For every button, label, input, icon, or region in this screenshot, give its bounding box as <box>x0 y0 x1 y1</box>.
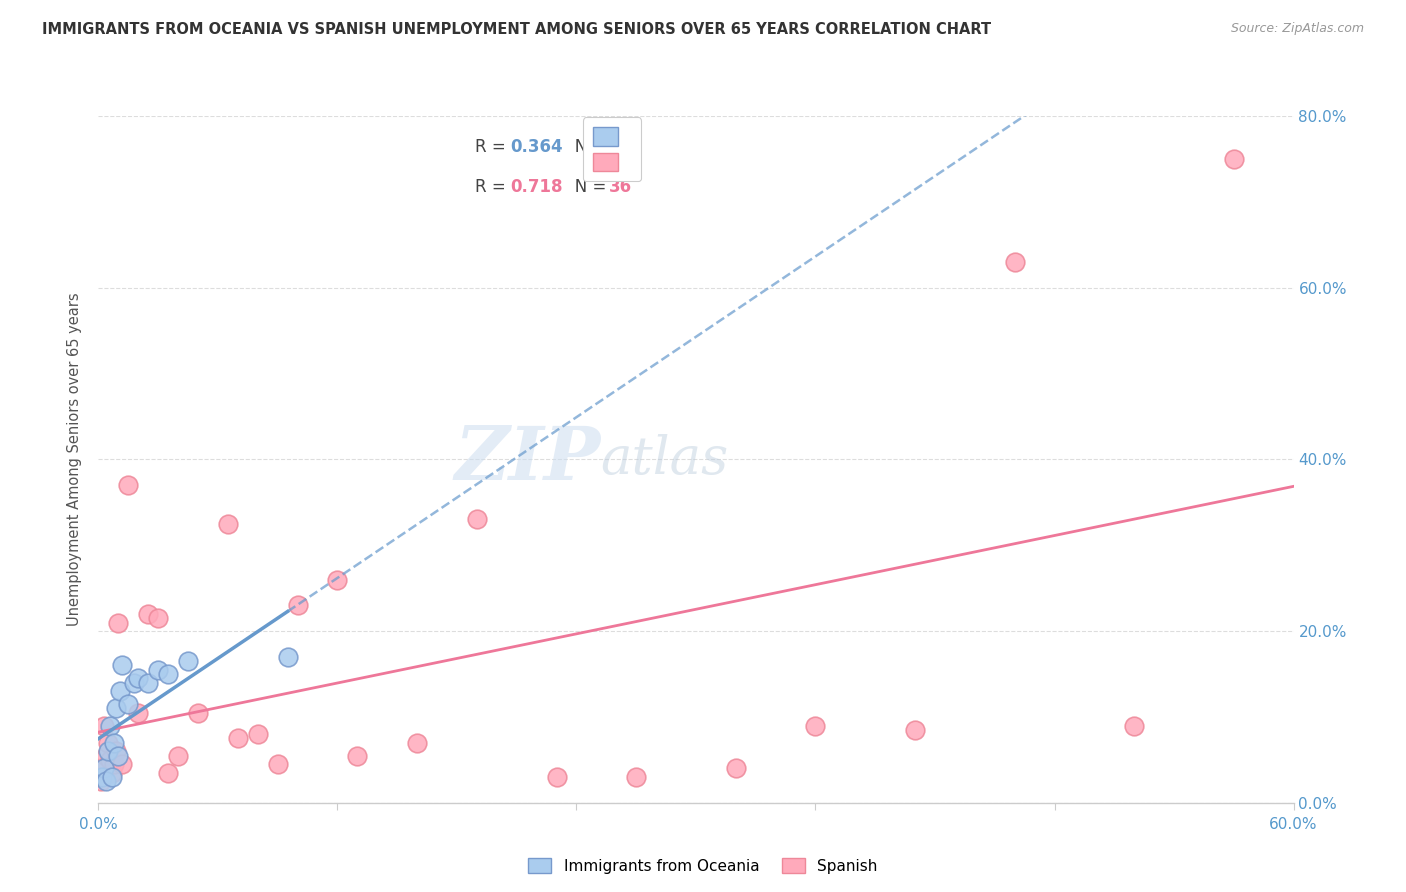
Point <box>157 667 180 681</box>
Point <box>157 765 180 780</box>
Point <box>267 757 290 772</box>
Text: IMMIGRANTS FROM OCEANIA VS SPANISH UNEMPLOYMENT AMONG SENIORS OVER 65 YEARS CORR: IMMIGRANTS FROM OCEANIA VS SPANISH UNEMP… <box>42 22 991 37</box>
Text: R =: R = <box>475 178 510 195</box>
Point <box>136 607 159 621</box>
Point <box>127 671 149 685</box>
Text: 0.364: 0.364 <box>510 138 564 156</box>
Legend: Immigrants from Oceania, Spanish: Immigrants from Oceania, Spanish <box>522 852 884 880</box>
Point <box>89 770 111 784</box>
Point <box>326 573 349 587</box>
Point <box>406 736 429 750</box>
Point <box>246 727 269 741</box>
Point <box>111 757 134 772</box>
Point <box>117 478 139 492</box>
Point <box>97 736 120 750</box>
Point <box>91 761 114 775</box>
Point <box>226 731 249 746</box>
Point <box>107 615 129 630</box>
Point <box>98 753 122 767</box>
Point <box>105 701 128 715</box>
Point <box>98 718 122 732</box>
Text: Source: ZipAtlas.com: Source: ZipAtlas.com <box>1230 22 1364 36</box>
Y-axis label: Unemployment Among Seniors over 65 years: Unemployment Among Seniors over 65 years <box>67 293 83 626</box>
Point <box>103 736 125 750</box>
Point <box>1223 152 1246 166</box>
Point <box>110 684 132 698</box>
Point <box>904 723 927 737</box>
Point <box>626 770 648 784</box>
Point <box>177 654 200 668</box>
Point <box>93 761 115 775</box>
Point <box>111 658 134 673</box>
Text: 19: 19 <box>609 138 631 156</box>
Point <box>90 774 112 789</box>
Text: 36: 36 <box>609 178 631 195</box>
Point <box>1004 255 1026 269</box>
Text: 0.718: 0.718 <box>510 178 564 195</box>
Point <box>546 770 568 784</box>
Point <box>124 675 146 690</box>
Point <box>103 757 125 772</box>
Point <box>465 512 488 526</box>
Point <box>148 611 170 625</box>
Point <box>96 774 118 789</box>
Point <box>804 718 827 732</box>
Legend: , : , <box>583 118 641 181</box>
Text: ZIP: ZIP <box>454 423 600 496</box>
Point <box>148 663 170 677</box>
Text: atlas: atlas <box>600 434 728 485</box>
Point <box>93 718 115 732</box>
Point <box>91 770 114 784</box>
Point <box>217 516 239 531</box>
Point <box>105 744 128 758</box>
Point <box>107 748 129 763</box>
Text: N =: N = <box>558 138 612 156</box>
Point <box>1123 718 1146 732</box>
Point <box>167 748 190 763</box>
Point <box>287 599 309 613</box>
Point <box>96 748 118 763</box>
Point <box>136 675 159 690</box>
Point <box>346 748 368 763</box>
Point <box>97 744 120 758</box>
Point <box>127 706 149 720</box>
Text: N =: N = <box>558 178 612 195</box>
Point <box>101 770 124 784</box>
Point <box>187 706 209 720</box>
Point <box>277 649 299 664</box>
Point <box>724 761 747 775</box>
Point <box>117 697 139 711</box>
Text: R =: R = <box>475 138 510 156</box>
Point <box>101 765 124 780</box>
